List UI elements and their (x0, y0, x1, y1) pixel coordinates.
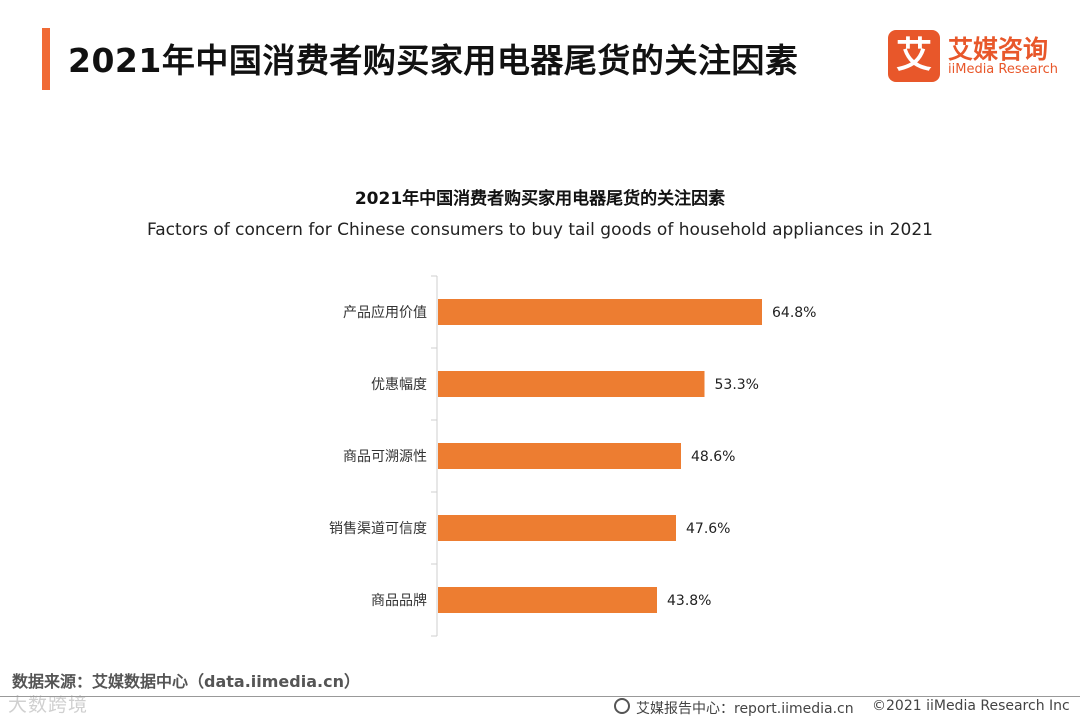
chart-subtitle: Factors of concern for Chinese consumers… (147, 220, 933, 240)
category-label: 商品可溯源性 (343, 449, 427, 465)
category-label: 商品品牌 (371, 592, 427, 609)
data-label: 47.6% (686, 521, 730, 537)
category-label: 产品应用价值 (343, 304, 427, 321)
bar (438, 299, 762, 325)
globe-icon (614, 698, 630, 714)
bar-chart: 产品应用价值 64.8% 优惠幅度 53.3% 商品可溯源性 48.6% 销售渠道可信度 47… (329, 275, 816, 637)
brand-logo[interactable]: 艾 艾媒咨询 iiMedia Research (888, 30, 1068, 86)
watermark-text: 大数跨境 (8, 694, 89, 716)
data-label: 64.8% (772, 305, 816, 321)
bar (438, 515, 676, 541)
logo-mark: 艾 (888, 30, 940, 82)
bar (438, 371, 705, 397)
page-title: 2021年中国消费者购买家用电器尾货的关注因素 (68, 41, 799, 80)
logo-name-en: iiMedia Research (948, 62, 1059, 77)
footer-divider (0, 696, 1080, 697)
logo-name-cn: 艾媒咨询 (948, 35, 1049, 64)
data-label: 53.3% (715, 377, 759, 393)
data-label: 48.6% (691, 449, 735, 465)
category-label: 销售渠道可信度 (329, 521, 427, 537)
copyright-text: ©2021 iiMedia Research Inc (872, 698, 1070, 714)
bar (438, 587, 657, 613)
category-label: 优惠幅度 (371, 377, 427, 393)
title-accent-bar (42, 28, 50, 90)
chart-title: 2021年中国消费者购买家用电器尾货的关注因素 (354, 189, 726, 209)
bar (438, 443, 681, 469)
data-label: 43.8% (667, 593, 711, 609)
data-source-note: 数据来源：艾媒数据中心（data.iimedia.cn） (12, 672, 360, 691)
report-center-link[interactable]: 艾媒报告中心：report.iimedia.cn (636, 701, 854, 717)
